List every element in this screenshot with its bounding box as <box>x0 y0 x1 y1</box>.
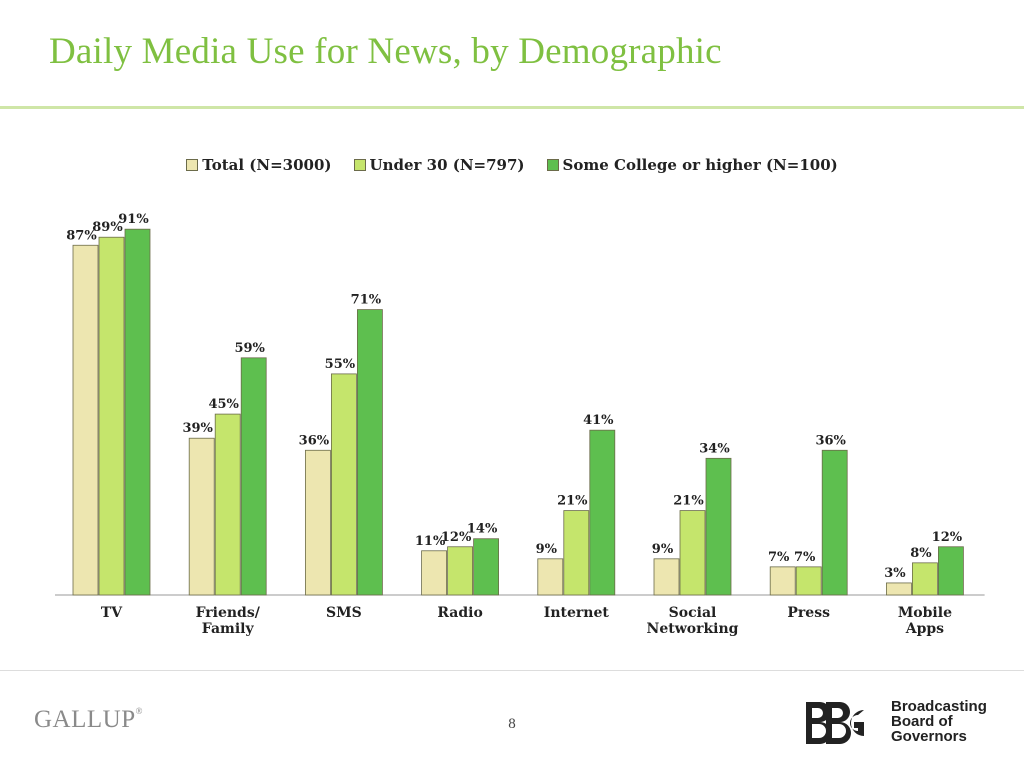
data-label-under30: 12% <box>441 530 472 545</box>
legend-item-under30: Under 30 (N=797) <box>353 156 525 174</box>
legend-label-under30: Under 30 (N=797) <box>369 156 525 174</box>
x-tick-label: Friends/ <box>196 605 261 621</box>
bbg-logo-line-3: Governors <box>891 728 967 745</box>
bar-total <box>537 558 564 596</box>
bar-college <box>473 538 500 596</box>
x-tick-label: TV <box>101 605 123 621</box>
bar-under30 <box>214 413 241 596</box>
bar-total <box>188 437 215 596</box>
data-label-total: 9% <box>652 542 674 557</box>
data-label-college: 71% <box>351 293 382 308</box>
footer-divider <box>0 670 1024 671</box>
bar-under30 <box>795 566 822 596</box>
legend-swatch-college <box>546 159 559 171</box>
data-label-total: 7% <box>768 550 790 565</box>
bar-college <box>356 309 383 596</box>
data-label-college: 14% <box>467 522 498 537</box>
bbg-logo-icon <box>806 702 864 744</box>
gallup-logo-text: GALLUP <box>34 706 136 733</box>
legend-label-college: Some College or higher (N=100) <box>562 156 838 174</box>
bar-college <box>821 449 848 596</box>
bar-under30 <box>679 510 706 596</box>
bar-college <box>124 228 151 596</box>
bar-under30 <box>912 562 938 596</box>
legend-swatch-under30 <box>353 159 366 171</box>
data-label-total: 87% <box>66 228 97 243</box>
data-label-under30: 21% <box>557 494 588 509</box>
x-tick-label: Family <box>202 621 255 637</box>
data-label-total: 9% <box>536 542 558 557</box>
data-label-college: 91% <box>118 212 149 227</box>
bar-college <box>240 357 267 596</box>
data-label-under30: 45% <box>208 397 239 412</box>
bbg-logo-line-2: Board of <box>891 713 953 730</box>
bar-total <box>304 449 331 596</box>
x-tick-label: Press <box>787 605 830 621</box>
bar-total <box>886 582 912 596</box>
legend-swatch-total <box>186 159 199 171</box>
data-label-college: 41% <box>583 413 614 428</box>
bar-under30 <box>447 546 474 596</box>
x-tick-label: Radio <box>437 605 482 621</box>
x-tick-label: Social <box>669 605 717 621</box>
x-tick-label: Apps <box>905 621 944 637</box>
data-label-college: 34% <box>699 441 730 456</box>
data-label-total: 11% <box>415 534 446 549</box>
bar-under30 <box>330 373 357 596</box>
legend-item-total: Total (N=3000) <box>186 156 332 174</box>
bar-total <box>653 558 680 596</box>
data-label-total: 36% <box>299 433 330 448</box>
legend-label-total: Total (N=3000) <box>202 156 332 174</box>
bar-chart: 87%89%91% TV 39% 45% 59% Friends/Family 36% 55%… <box>55 212 985 637</box>
data-label-under30: 89% <box>92 220 123 235</box>
data-label-under30: 21% <box>673 494 704 509</box>
bar-college <box>705 457 732 596</box>
bar-under30 <box>563 510 590 596</box>
bar-college <box>938 546 964 596</box>
legend-item-college: Some College or higher (N=100) <box>546 156 838 174</box>
bar-total <box>72 244 99 596</box>
chart-legend: Total (N=3000) Under 30 (N=797) Some Col… <box>0 156 1024 174</box>
page-number: 8 <box>508 716 516 732</box>
x-tick-label: Internet <box>544 605 610 621</box>
data-label-total: 39% <box>182 421 213 436</box>
data-label-under30: 55% <box>325 357 356 372</box>
gallup-logo: GALLUP® <box>34 706 143 734</box>
title-divider <box>0 106 1024 109</box>
bar-college <box>589 429 616 596</box>
data-label-college: 36% <box>815 433 846 448</box>
data-label-total: 3% <box>884 566 906 581</box>
data-label-under30: 7% <box>794 550 816 565</box>
x-tick-label: SMS <box>326 605 362 621</box>
data-label-college: 12% <box>932 530 963 545</box>
bar-total <box>421 550 448 596</box>
bar-total <box>769 566 796 596</box>
bbg-logo-line-1: Broadcasting <box>891 698 987 715</box>
data-label-under30: 8% <box>910 546 932 561</box>
slide-title: Daily Media Use for News, by Demographic <box>49 31 722 72</box>
bbg-logo-text: Broadcasting Board of Governors <box>891 699 987 744</box>
x-tick-label: Mobile <box>898 605 952 621</box>
gallup-registered-mark: ® <box>135 706 143 716</box>
bar-under30 <box>98 236 125 596</box>
x-tick-label: Networking <box>647 621 739 637</box>
data-label-college: 59% <box>234 341 265 356</box>
